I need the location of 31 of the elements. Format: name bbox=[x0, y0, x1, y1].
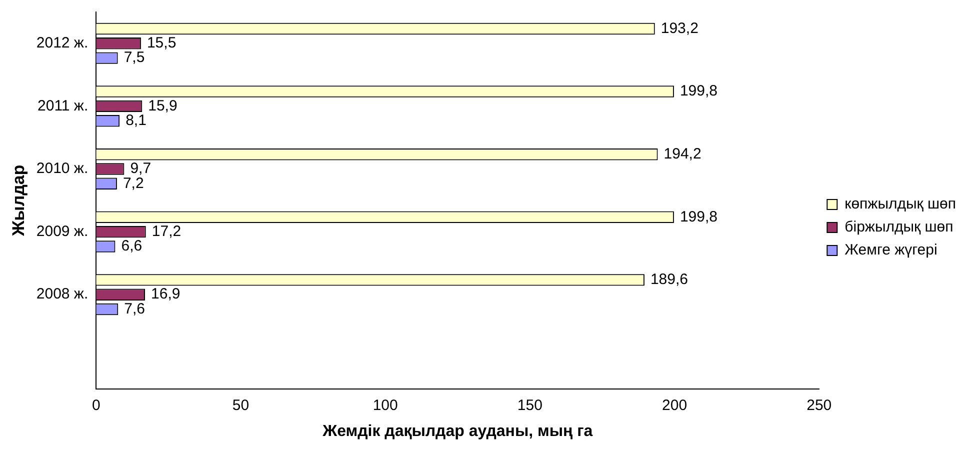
x-tick-label: 250 bbox=[806, 396, 832, 414]
y-tick-label: 2008 ж. bbox=[36, 286, 88, 303]
data-label: 17,2 bbox=[152, 222, 182, 240]
y-tick-label: 2009 ж. bbox=[36, 222, 88, 240]
x-axis-title: Жемдік дақылдар ауданы, мың га bbox=[322, 422, 593, 440]
data-label: 16,9 bbox=[151, 286, 180, 303]
data-label: 6,6 bbox=[121, 238, 142, 255]
data-label: 199,8 bbox=[680, 82, 718, 100]
data-label: 199,8 bbox=[680, 208, 718, 226]
x-tick-label: 200 bbox=[662, 396, 688, 414]
data-label: 15,5 bbox=[146, 34, 176, 52]
legend-label: көпжылдық шөп bbox=[844, 196, 956, 213]
data-label: 7,2 bbox=[122, 174, 144, 192]
data-label: 193,2 bbox=[660, 20, 698, 37]
data-label: 15,9 bbox=[148, 97, 178, 114]
data-label: 9,7 bbox=[130, 160, 152, 178]
y-tick-label: 2012 ж. bbox=[36, 34, 88, 52]
x-tick-label: 100 bbox=[372, 396, 398, 414]
x-tick-label: 150 bbox=[517, 396, 542, 414]
x-tick-label: 0 bbox=[92, 396, 100, 414]
data-label: 7,6 bbox=[124, 300, 145, 318]
data-label: 8,1 bbox=[126, 112, 146, 129]
data-label: 194,2 bbox=[664, 145, 702, 162]
legend-label: біржылдық шөп bbox=[844, 218, 954, 236]
y-tick-label: 2010 ж. bbox=[36, 160, 88, 178]
data-label: 7,5 bbox=[124, 49, 145, 66]
y-tick-label: 2011 ж. bbox=[38, 97, 88, 114]
x-tick-label: 50 bbox=[232, 396, 250, 414]
data-label: 189,6 bbox=[650, 271, 688, 288]
y-axis-title: Жылдар bbox=[8, 164, 28, 238]
legend-label: Жемге жүгері bbox=[844, 242, 938, 259]
